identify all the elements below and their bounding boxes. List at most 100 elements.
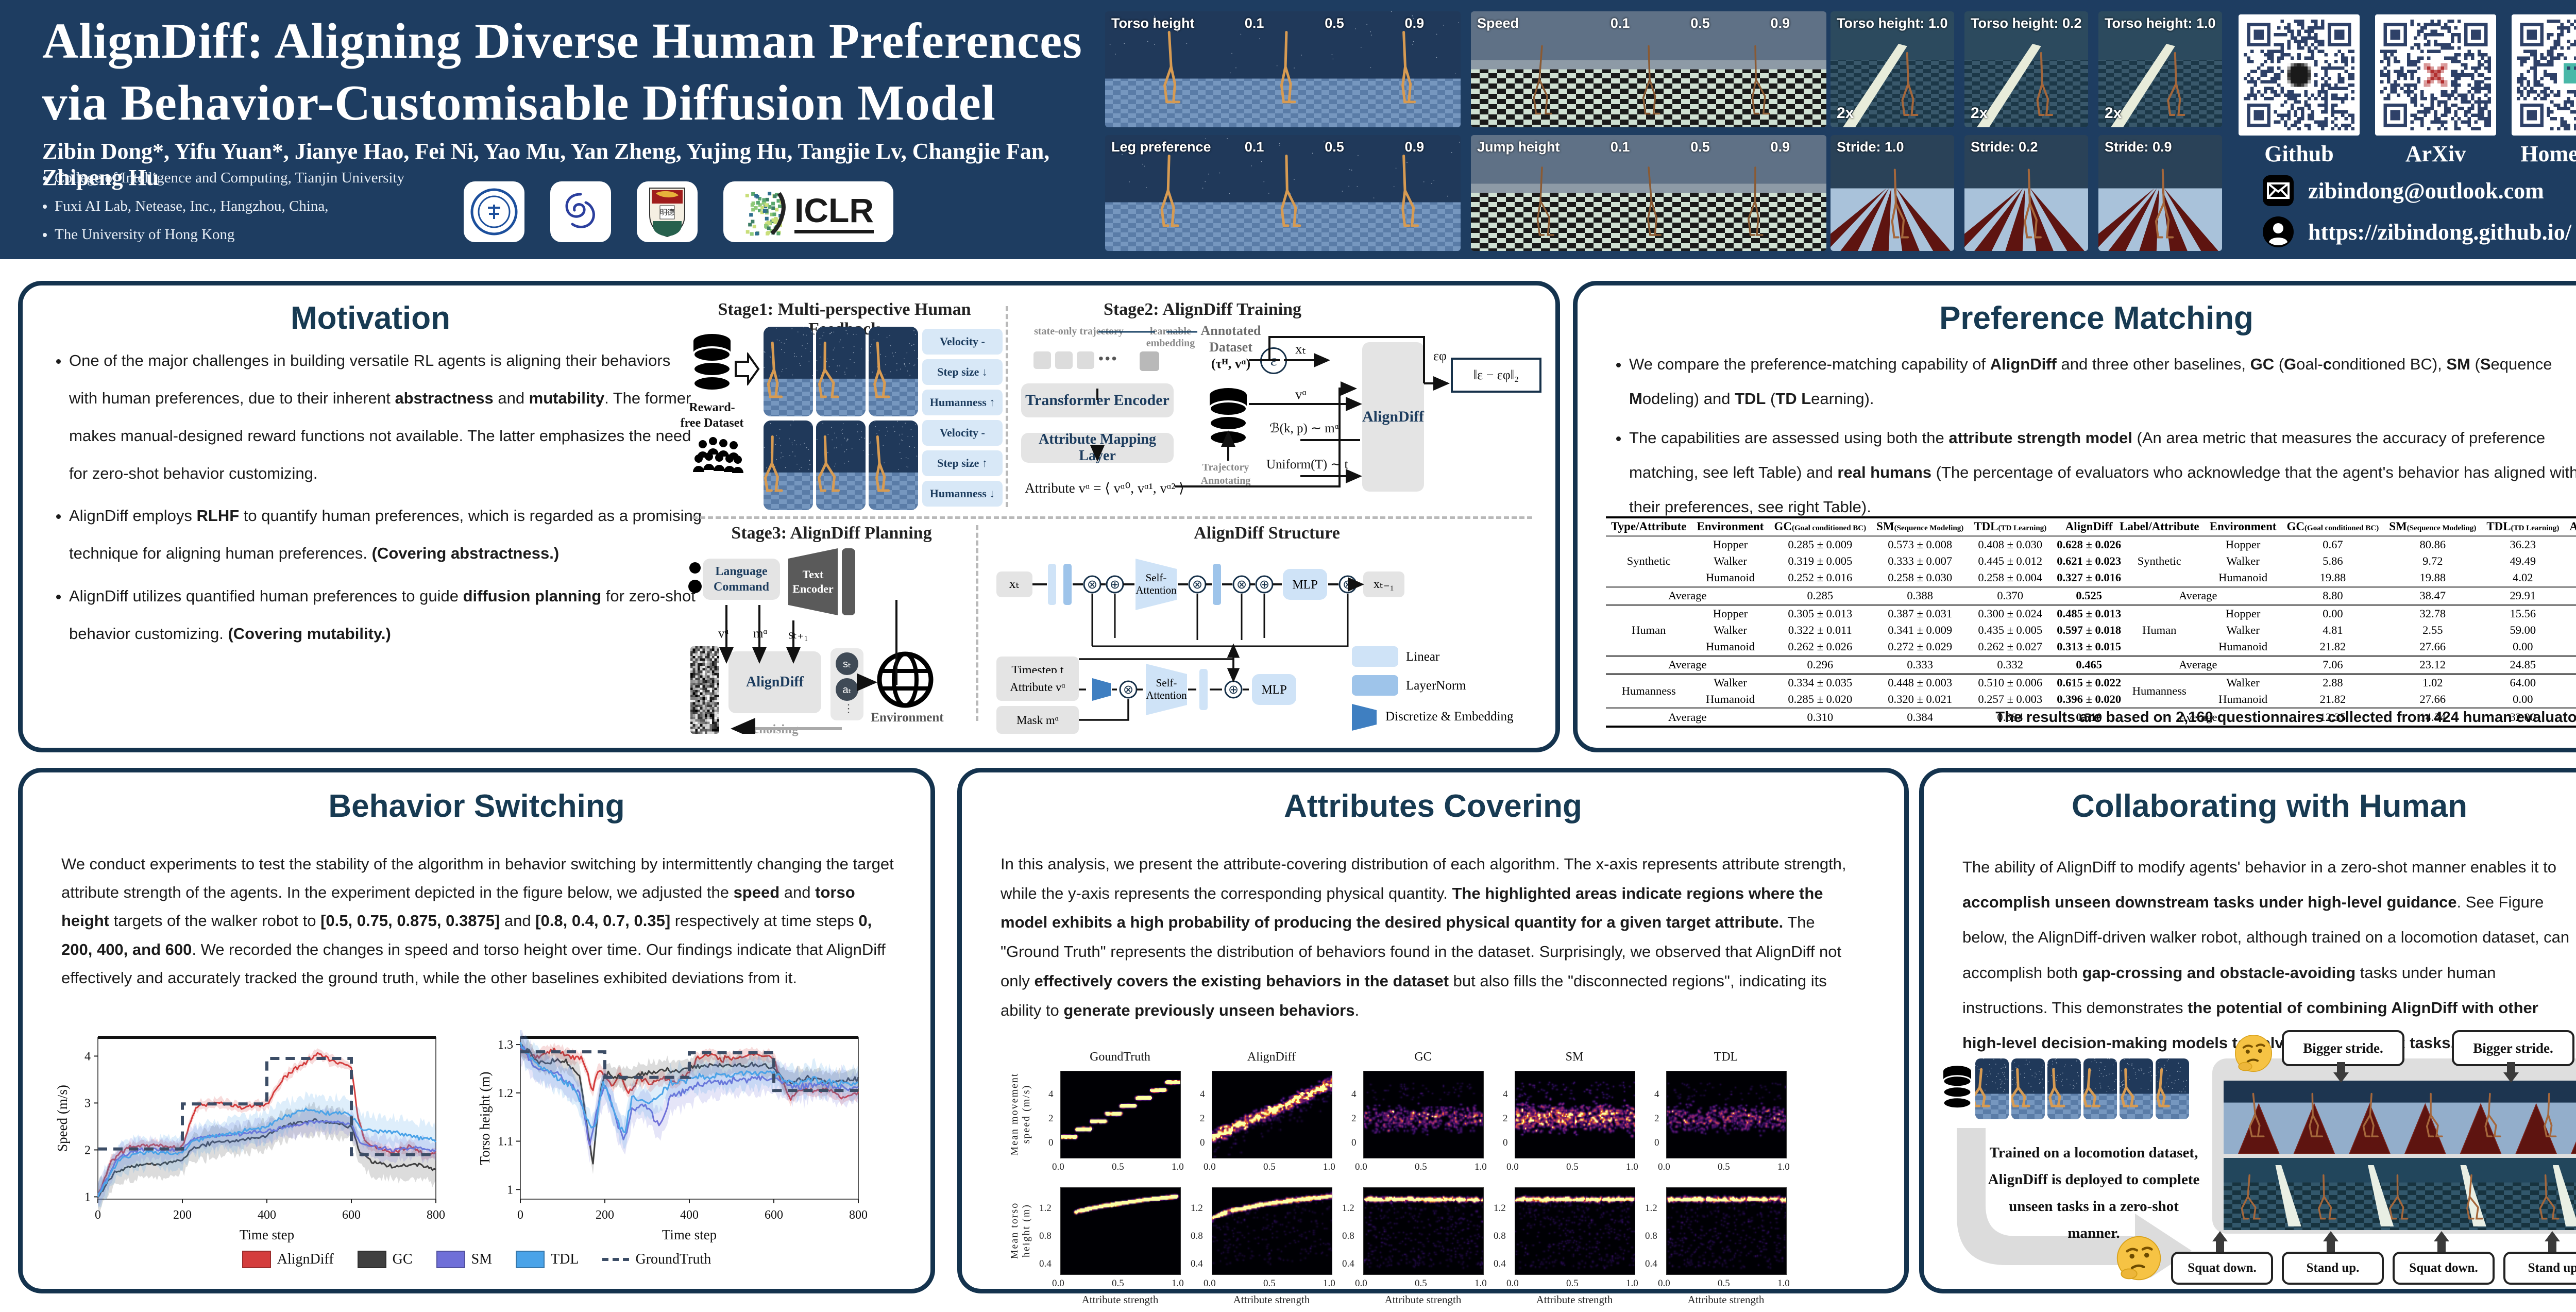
command-label: Command (713, 580, 769, 594)
heatmap-tdl-row0 (1666, 1071, 1787, 1158)
table-cell: 0.00 (2513, 640, 2533, 653)
instruction-bubble: Bigger stride. (2282, 1030, 2404, 1066)
netease-fuxi-logo (550, 181, 611, 242)
heatmap-xtick: 1.0 (1626, 1278, 1638, 1289)
demo-strength-value: 0.9 (1404, 15, 1425, 31)
table-cell: 15.56 (2510, 607, 2536, 620)
group-label: Synthetic (1626, 554, 1671, 567)
feedback-pill: Humanness ↓ (922, 481, 1003, 507)
svg-text:800: 800 (427, 1208, 445, 1222)
legend-swatch (516, 1251, 545, 1268)
qr-code-arxiv (2375, 14, 2496, 136)
motivation-title: Motivation (291, 300, 450, 336)
deploy-caption: Trained on a locomotion dataset, AlignDif… (1986, 1139, 2202, 1247)
speaker-dots-icon (688, 562, 702, 593)
heatmap-ytick: 0 (1351, 1137, 1357, 1149)
svg-text:3: 3 (84, 1097, 91, 1110)
heatmap-col-title: AlignDiff (1247, 1050, 1296, 1064)
table-cell: 0.396 ± 0.020 (2057, 693, 2122, 705)
demo-panel-speed: Speed 0.1 0.5 0.9 (1471, 11, 1826, 127)
affiliation-item: College of Intelligence and Computing, T… (55, 164, 404, 192)
demo-attribute-label: Leg preference (1111, 139, 1211, 155)
table-header: SM(Sequence Modeling) (2384, 516, 2482, 536)
table-cell: Walker (1714, 554, 1747, 567)
state-only-label: state-only trajectory (1034, 326, 1124, 337)
svg-text:Speed (m/s): Speed (m/s) (55, 1085, 70, 1152)
heatmap-ytick: 1.2 (1191, 1203, 1203, 1214)
table-cell: 70.23 (2564, 553, 2576, 569)
svg-text:Attribute vᵅ: Attribute vᵅ (1010, 681, 1065, 694)
stage2-title: Stage2: AlignDiff Training (1103, 300, 1302, 319)
table-cell: 93.33 (2564, 674, 2576, 692)
email-icon (2263, 175, 2294, 206)
svg-text:Self-: Self- (1156, 677, 1177, 689)
svg-text:⊕: ⊕ (1228, 683, 1239, 697)
attributes-covering-paragraph: In this analysis, we present the attribu… (1001, 855, 1846, 1019)
contact-website[interactable]: https://zibindong.github.io/ (2308, 219, 2572, 245)
heatmap-xtick: 0.0 (1355, 1162, 1367, 1172)
table-cell: 95.24 (2564, 605, 2576, 623)
instruction-label: Squat down. (2393, 1252, 2495, 1285)
heatmap-xtick: 0.0 (1658, 1278, 1670, 1289)
human-evaluation-table: Label/Attribute Environment GC(Goal condit… (2114, 516, 2576, 728)
svg-text:4: 4 (84, 1050, 91, 1063)
legend-label: SM (471, 1251, 493, 1267)
contact-email[interactable]: zibindong@outlook.com (2308, 178, 2544, 204)
affiliation-item: The University of Hong Kong (55, 221, 404, 249)
token-square (1033, 351, 1051, 369)
heatmap-grid: Mean movement speed (m/s) Mean torso heig… (1009, 1050, 1861, 1306)
table-cell: 27.66 (2419, 640, 2446, 653)
heatmap-ytick: 0.4 (1494, 1258, 1506, 1269)
table-cell: 0.00 (2513, 693, 2533, 705)
heatmap-col-title: TDL (1714, 1050, 1738, 1064)
demo-strength-value: 0.5 (1690, 15, 1710, 31)
locomotion-frame (2047, 1058, 2081, 1119)
legend-item-tdl: TDL (516, 1251, 579, 1268)
heatmap-xtick: 0.0 (1355, 1278, 1367, 1289)
valpha-label: vᵅ (1295, 386, 1307, 402)
stage2-arrows (1012, 331, 1450, 517)
demo-panel-leg-preference: Leg preference 0.1 0.5 0.9 (1105, 135, 1461, 251)
legend-swatch (436, 1251, 465, 1268)
heatmap-ytick: 1.2 (1039, 1203, 1052, 1214)
heatmap-ytick: 4 (1351, 1089, 1357, 1100)
heatmap-xtick: 0.0 (1052, 1278, 1064, 1289)
up-arrow-icon (2545, 1231, 2560, 1252)
trajectory-annotating-label: Trajectory Annotating (1190, 461, 1262, 487)
table-cell: 85.45 (2564, 536, 2576, 553)
table-cell: 0.258 ± 0.004 (1978, 571, 2043, 584)
contact-email-row: zibindong@outlook.com (2262, 174, 2544, 207)
group-label: Synthetic (2137, 554, 2181, 567)
feedback-clip (764, 327, 813, 416)
feedback-clip (816, 420, 866, 510)
svg-text:400: 400 (680, 1208, 699, 1222)
heatmap-ytick: 0.4 (1342, 1258, 1354, 1269)
table-cell: 0.334 ± 0.035 (1788, 676, 1853, 689)
iclr-wordmark: ICLR (794, 191, 874, 233)
heatmap-xtick: 1.0 (1172, 1278, 1184, 1289)
qr-block-homepage: Homepage (2512, 14, 2576, 169)
motivation-bullet: One of the major challenges in building … (69, 342, 703, 492)
contact-website-row: https://zibindong.github.io/ (2262, 215, 2571, 248)
table-cell: 2.55 (2422, 624, 2443, 636)
table-row: Humanoid 21.82 27.66 0.00 72.88 (2114, 691, 2576, 709)
group-label: Human (2142, 624, 2177, 636)
table-cell: 0.597 ± 0.018 (2057, 624, 2122, 636)
st-node: sₜ (836, 652, 858, 675)
svg-text:Time step: Time step (240, 1227, 294, 1242)
svg-text:1.3: 1.3 (498, 1038, 513, 1052)
feedback-clip-grid (764, 327, 918, 510)
heatmap-xtick: 0.0 (1506, 1162, 1519, 1172)
obstacle-avoiding-strip (2224, 1158, 2576, 1230)
motivation-panel: Motivation One of the major challenges i… (18, 281, 1560, 752)
heatmap-xtick: 0.0 (1506, 1278, 1519, 1289)
locomotion-frame-strip (1975, 1058, 2192, 1120)
heatmap-ytick: 0 (1048, 1137, 1054, 1149)
demo-strength-value: 0.1 (1610, 139, 1630, 155)
heatmap-ytick: 0.4 (1039, 1258, 1052, 1269)
heatmap-ytick: 4 (1200, 1089, 1205, 1100)
gap-crossing-strip (2224, 1081, 2576, 1154)
heatmap-ytick: 0 (1200, 1137, 1205, 1149)
group-label: Human (1632, 624, 1666, 636)
sim-tile: Stride: 0.2 (1964, 135, 2088, 251)
